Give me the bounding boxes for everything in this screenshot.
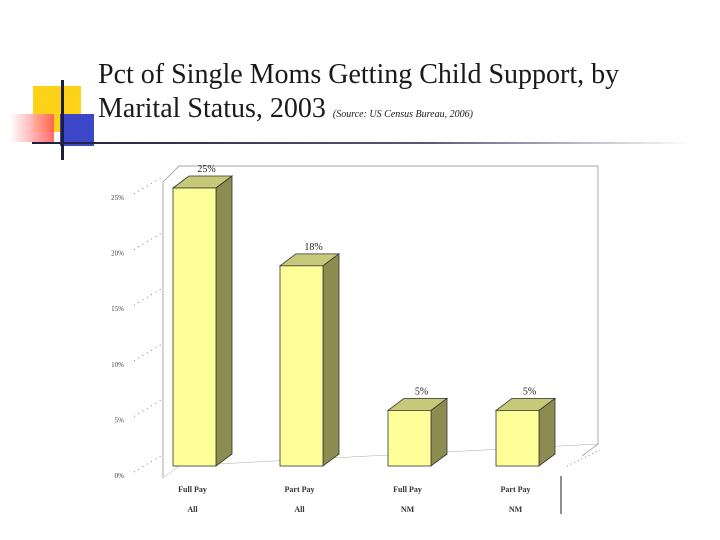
y-tick-label: 15%: [111, 305, 124, 313]
x-category-sublabel: All: [294, 505, 305, 514]
y-depth-gridline: [133, 286, 165, 306]
bar-data-label: 5%: [523, 386, 536, 397]
bar: 5%: [386, 386, 449, 467]
bar: 18%: [278, 242, 341, 467]
bar-data-label: 5%: [415, 386, 428, 397]
x-category-label: Part Pay: [501, 485, 531, 494]
back-wall-outline: [162, 165, 599, 478]
y-depth-gridline: [133, 231, 165, 250]
x-category-label: Part Pay: [285, 485, 315, 494]
x-category-sublabel: NM: [509, 505, 523, 514]
y-depth-gridline: [133, 453, 165, 473]
y-depth-gridline: [133, 175, 165, 195]
y-tick-label: 0%: [115, 472, 125, 480]
bar-side: [215, 175, 233, 467]
x-category-label: Full Pay: [393, 485, 422, 494]
bar: 25%: [171, 164, 234, 467]
bar-front: [387, 409, 432, 467]
y-tick-label: 25%: [111, 194, 124, 202]
bar-side: [322, 253, 340, 467]
deco-horizontal-line: [32, 142, 692, 144]
y-axis: 0% 5% 10% 15% 20% 25%: [111, 175, 165, 480]
slide-title: Pct of Single Moms Getting Child Support…: [98, 58, 708, 132]
bar-front: [279, 265, 324, 467]
x-category-sublabel: All: [187, 505, 198, 514]
slide-title-source: (Source: US Census Bureau, 2006): [332, 109, 473, 120]
deco-vertical-line: [61, 80, 64, 160]
bar-side: [430, 397, 448, 467]
deco-blue-square: [60, 114, 94, 146]
x-category-label: Full Pay: [178, 485, 207, 494]
y-depth-gridline: [133, 398, 165, 417]
bar: 5%: [494, 386, 557, 467]
y-depth-gridline: [133, 342, 165, 362]
x-axis: Full Pay All Part Pay All Full Pay NM Part Pay…: [178, 485, 530, 514]
bar-side: [538, 397, 556, 467]
bar-data-label: 25%: [197, 164, 215, 175]
y-tick-label: 5%: [115, 416, 125, 424]
bar-front: [172, 187, 217, 467]
deco-red-square: [10, 114, 54, 142]
slide-title-main: Pct of Single Moms Getting Child Support…: [98, 59, 620, 124]
x-category-sublabel: NM: [401, 505, 415, 514]
y-tick-label: 10%: [111, 361, 124, 369]
bars: 25% 18% 5% 5%: [171, 164, 557, 467]
bar-data-label: 18%: [304, 242, 322, 253]
floor-edge: [566, 449, 601, 467]
bar-front: [495, 409, 540, 467]
y-tick-label: 20%: [111, 250, 124, 258]
